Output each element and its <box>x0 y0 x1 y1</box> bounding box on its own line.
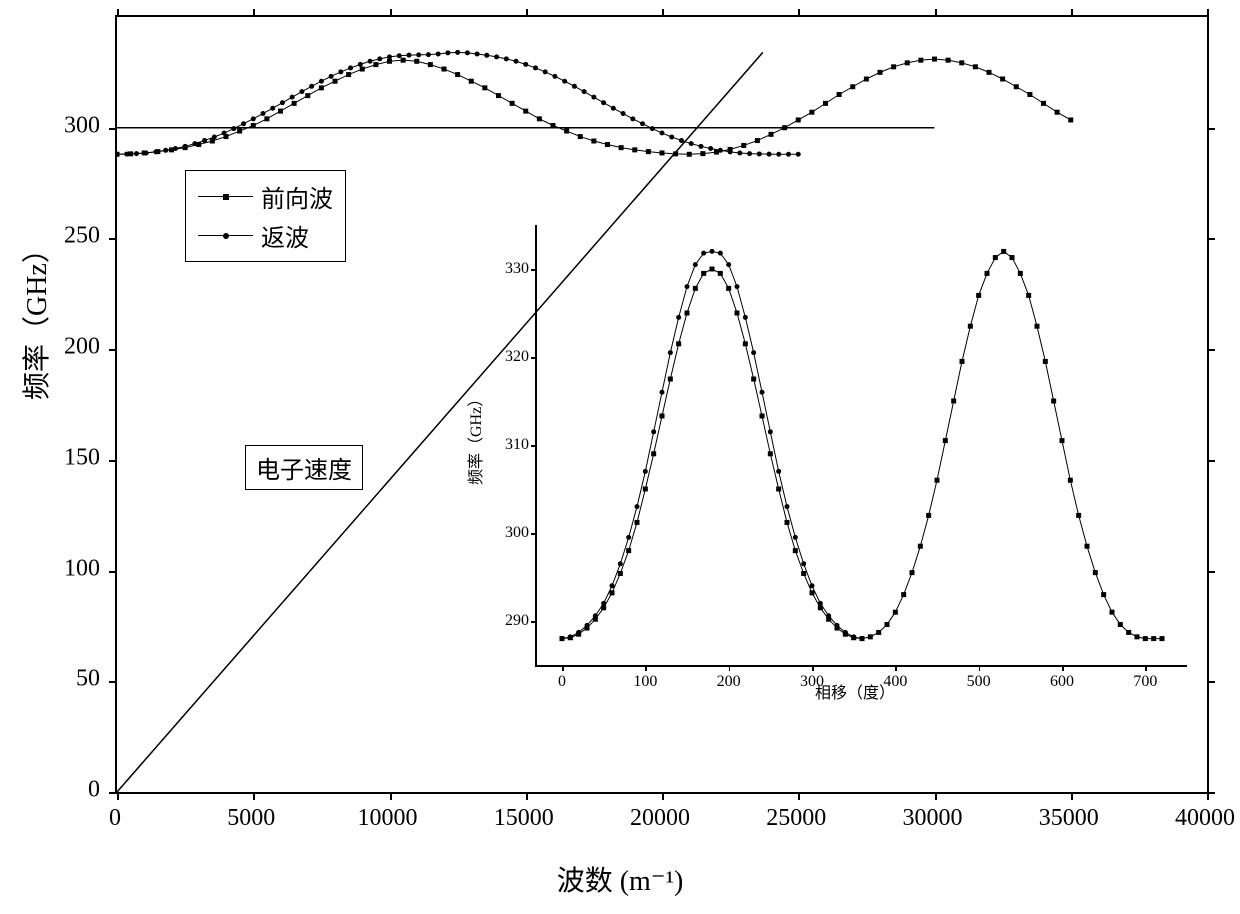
legend: 前向波 返波 <box>185 170 346 262</box>
electron-velocity-annotation: 电子速度 <box>245 445 363 490</box>
legend-label: 返波 <box>261 218 309 253</box>
legend-item-backward: 返波 <box>198 216 333 255</box>
square-marker-icon <box>198 196 253 197</box>
inset-plot-svg <box>537 225 1187 665</box>
inset-plot: 2903003103203300100200300400500600700 频率… <box>455 225 1185 735</box>
main-ylabel: 频率（GHz） <box>15 235 55 400</box>
circle-marker-icon <box>198 235 253 236</box>
inset-ylabel: 频率（GHz） <box>462 391 486 485</box>
annotation-text: 电子速度 <box>256 458 352 484</box>
legend-label: 前向波 <box>261 179 333 214</box>
legend-item-forward: 前向波 <box>198 177 333 216</box>
inset-plot-area: 2903003103203300100200300400500600700 <box>535 225 1187 667</box>
main-xlabel: 波数 (m⁻¹) <box>557 859 684 899</box>
chart-container: 050100150200250300 050001000015000200002… <box>0 0 1240 914</box>
inset-xlabel: 相移（度） <box>815 679 895 703</box>
